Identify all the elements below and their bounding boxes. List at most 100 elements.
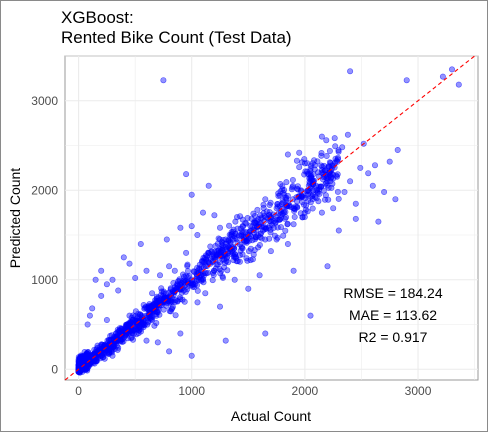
data-point	[326, 148, 333, 155]
data-point	[184, 262, 191, 269]
data-point	[375, 218, 382, 225]
x-tick-label: 2000	[292, 384, 319, 398]
r2-label: R2 = 0.917	[359, 329, 428, 345]
data-point	[98, 292, 105, 299]
data-point	[307, 312, 314, 319]
data-point	[290, 221, 297, 228]
data-point	[239, 223, 246, 230]
x-axis-title: Actual Count	[231, 408, 311, 424]
data-point	[181, 277, 188, 284]
data-point	[347, 178, 354, 185]
data-point	[200, 279, 207, 286]
data-point	[238, 232, 245, 239]
data-point	[177, 224, 184, 231]
data-point	[296, 149, 303, 156]
data-point	[330, 205, 337, 212]
data-point	[324, 164, 331, 171]
data-point	[327, 174, 334, 181]
data-point	[205, 249, 212, 256]
data-point	[319, 163, 326, 170]
data-point	[294, 203, 301, 210]
data-point	[403, 77, 410, 84]
data-point	[211, 267, 218, 274]
rmse-label: RMSE = 184.24	[343, 285, 442, 301]
data-point	[145, 311, 152, 318]
data-point	[283, 179, 290, 186]
data-point	[284, 151, 291, 158]
data-point	[266, 202, 273, 209]
data-point	[194, 299, 201, 306]
data-point	[194, 287, 201, 294]
data-point	[224, 267, 231, 274]
data-point	[279, 183, 286, 190]
data-point	[146, 304, 153, 311]
data-point	[315, 198, 322, 205]
data-point	[98, 267, 105, 274]
data-point	[153, 308, 160, 315]
y-axis-title: Predicted Count	[7, 168, 23, 269]
data-point	[306, 178, 313, 185]
data-point	[97, 343, 104, 350]
data-point	[106, 337, 113, 344]
data-point	[273, 216, 280, 223]
data-point	[194, 232, 201, 239]
data-point	[334, 188, 341, 195]
data-point	[215, 235, 222, 242]
data-point	[300, 201, 307, 208]
data-point	[137, 241, 144, 248]
data-point	[231, 254, 238, 261]
data-point	[172, 312, 179, 319]
data-point	[188, 352, 195, 359]
data-point	[250, 251, 257, 258]
data-point	[267, 248, 274, 255]
data-point	[302, 206, 309, 213]
data-point	[332, 143, 339, 150]
data-point	[307, 171, 314, 178]
data-point	[115, 287, 122, 294]
data-point	[163, 236, 170, 243]
data-point	[201, 270, 208, 277]
data-point	[331, 135, 338, 142]
y-tick-label: 0	[51, 362, 58, 376]
data-point	[109, 352, 116, 359]
data-point	[86, 312, 93, 319]
data-point	[252, 233, 259, 240]
data-point	[158, 288, 165, 295]
data-point	[137, 325, 144, 332]
data-point	[117, 338, 124, 345]
data-point	[97, 355, 104, 362]
data-point	[166, 263, 173, 270]
data-point	[352, 215, 359, 222]
data-point	[185, 278, 192, 285]
data-point	[237, 247, 244, 254]
data-point	[243, 239, 250, 246]
data-point	[297, 194, 304, 201]
data-point	[109, 276, 116, 283]
data-point	[253, 218, 260, 225]
data-point	[320, 174, 327, 181]
data-point	[183, 249, 190, 256]
data-point	[291, 214, 298, 221]
data-point	[220, 246, 227, 253]
data-point	[289, 183, 296, 190]
data-point	[262, 224, 269, 231]
mae-label: MAE = 113.62	[349, 307, 437, 323]
data-point	[226, 222, 233, 229]
data-point	[231, 276, 238, 283]
data-point	[275, 193, 282, 200]
x-tick-label: 0	[75, 384, 82, 398]
data-point	[321, 196, 328, 203]
data-point	[202, 290, 209, 297]
data-point	[166, 348, 173, 355]
chart-subtitle: Rented Bike Count (Test Data)	[61, 28, 292, 47]
data-point	[174, 297, 181, 304]
data-point	[301, 156, 308, 163]
data-point	[262, 330, 269, 337]
data-point	[92, 276, 99, 283]
data-point	[243, 237, 250, 244]
data-point	[282, 194, 289, 201]
data-point	[189, 281, 196, 288]
data-point	[335, 195, 342, 202]
